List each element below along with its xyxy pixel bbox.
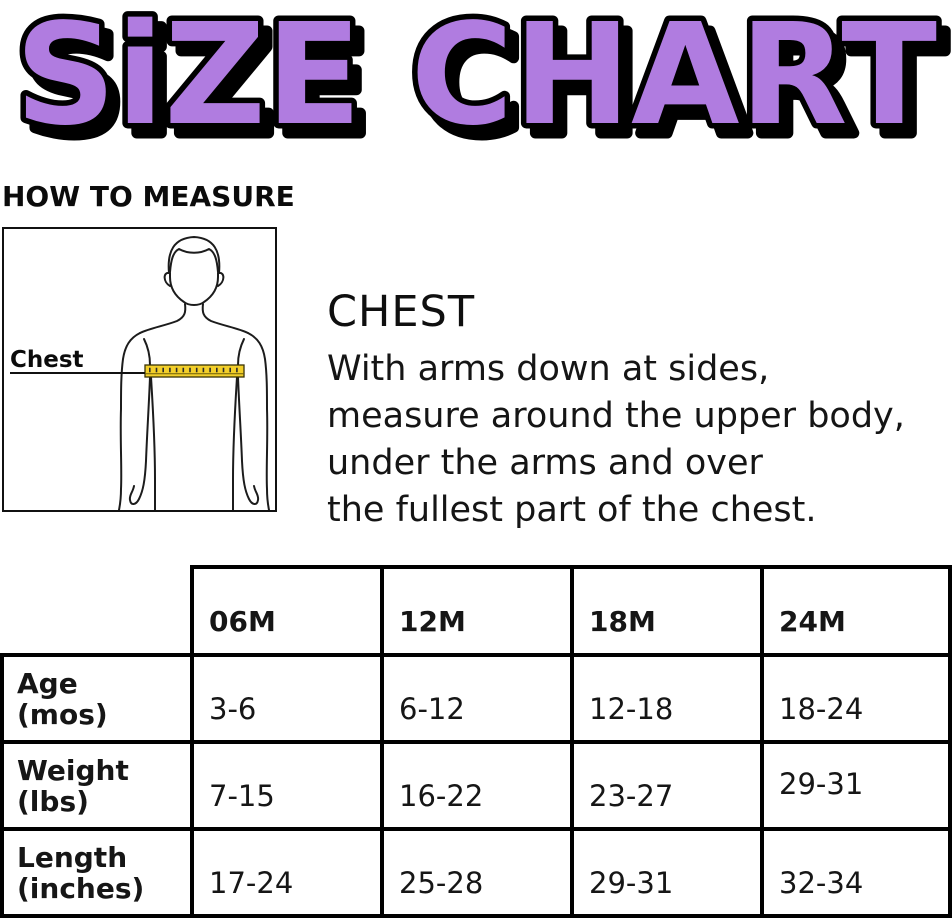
figure-torso-left	[150, 376, 156, 510]
table-blank-corner	[2, 567, 192, 655]
figure-neck-right	[201, 303, 249, 334]
cell-length-12m: 25-28	[380, 827, 574, 918]
page-title: SiZE CHART SiZE CHART	[10, 2, 952, 158]
figure-neck-left	[139, 303, 187, 334]
size-table-header-row: 06M 12M 18M 24M	[2, 565, 952, 657]
column-header-18m: 18M	[570, 565, 764, 657]
chest-instruction-line: the fullest part of the chest.	[327, 490, 817, 530]
row-label-text: Age	[17, 666, 78, 700]
table-row-weight: Weight (lbs) 7-15 16-22 23-27 29-31	[0, 740, 952, 831]
cell-age-06m: 3-6	[190, 653, 384, 744]
cell-length-24m: 32-34	[760, 827, 952, 918]
figure-right-arm-outer	[247, 332, 270, 510]
measurement-figure-box: Chest	[2, 227, 277, 512]
table-row-length: Length (inches) 17-24 25-28 29-31 32-34	[0, 827, 952, 918]
cell-length-18m: 29-31	[570, 827, 764, 918]
cell-age-12m: 6-12	[380, 653, 574, 744]
row-label-text: Length	[17, 840, 128, 874]
row-label-age: Age (mos)	[0, 653, 194, 744]
chest-instruction-line: With arms down at sides,	[327, 349, 770, 389]
figure-left-ear	[163, 271, 171, 287]
row-label-length: Length (inches)	[0, 827, 194, 918]
figure-face-jaw	[169, 272, 219, 306]
chest-figure-label: Chest	[10, 347, 84, 373]
measuring-tape	[144, 364, 245, 378]
body-measurement-figure: Chest	[10, 236, 270, 510]
row-unit-text: (lbs)	[17, 784, 89, 818]
chest-instruction-line: measure around the upper body,	[327, 396, 905, 436]
chest-instructions: CHEST With arms down at sides, measure a…	[327, 287, 952, 534]
figure-right-ear	[217, 271, 225, 287]
figure-left-arm-inner	[128, 376, 151, 505]
cell-age-24m: 18-24	[760, 653, 952, 744]
column-header-24m: 24M	[760, 565, 952, 657]
column-header-12m: 12M	[380, 565, 574, 657]
figure-left-arm-outer	[118, 332, 141, 510]
title-text: SiZE CHART	[15, 2, 937, 157]
row-label-text: Weight	[17, 753, 129, 787]
how-to-measure-heading: HOW TO MEASURE	[2, 180, 295, 213]
row-unit-text: (inches)	[17, 871, 145, 905]
row-label-weight: Weight (lbs)	[0, 740, 194, 831]
table-row-age: Age (mos) 3-6 6-12 12-18 18-24	[0, 653, 952, 744]
cell-weight-12m: 16-22	[380, 740, 574, 831]
cell-weight-24m: 29-31	[760, 740, 952, 831]
figure-head-outline	[167, 236, 221, 274]
size-table: 06M 12M 18M 24M Age (mos) 3-6 6-12 12-18…	[0, 565, 952, 918]
row-unit-text: (mos)	[17, 697, 108, 731]
chest-heading: CHEST	[327, 287, 476, 337]
column-header-06m: 06M	[190, 565, 384, 657]
cell-weight-06m: 7-15	[190, 740, 384, 831]
title-shadow-text: SiZE CHART	[24, 4, 946, 158]
cell-weight-18m: 23-27	[570, 740, 764, 831]
cell-age-18m: 12-18	[570, 653, 764, 744]
figure-torso-right	[232, 376, 238, 510]
figure-right-underarm	[237, 338, 245, 366]
figure-right-arm-inner	[237, 376, 260, 505]
figure-left-underarm	[143, 338, 151, 366]
cell-length-06m: 17-24	[190, 827, 384, 918]
chest-instruction-line: under the arms and over	[327, 443, 763, 483]
figure-hairline	[169, 248, 219, 273]
